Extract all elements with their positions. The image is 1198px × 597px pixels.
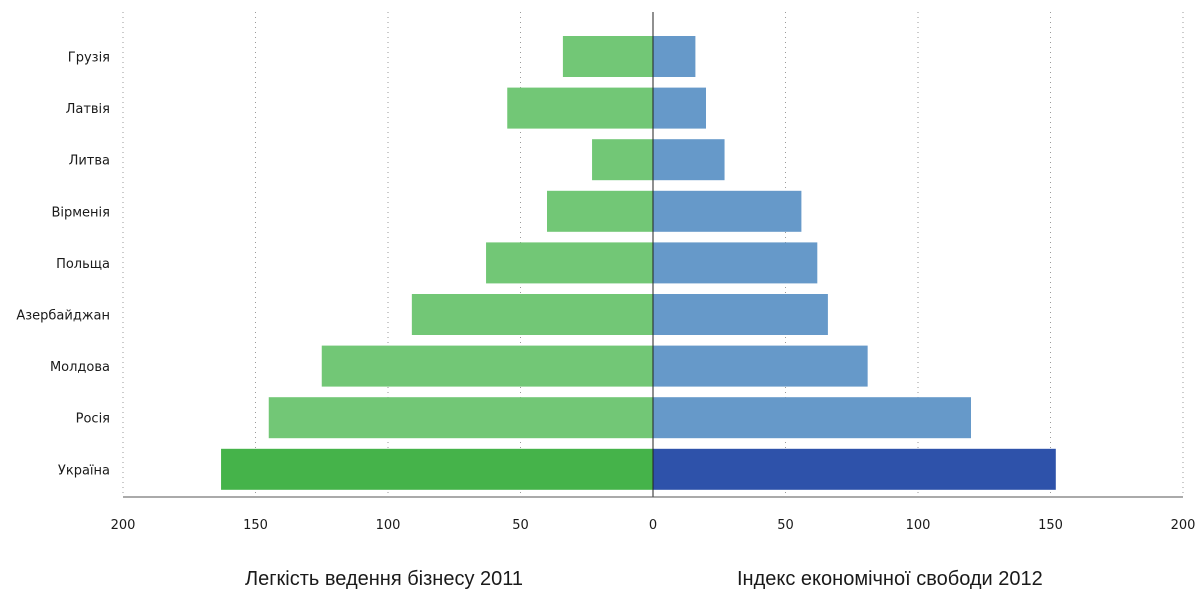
bar-right [653,345,868,387]
bar-left [562,36,653,77]
right-series-label: Індекс економічної свободи 2012 [737,568,1043,590]
category-label: Латвія [66,102,110,117]
x-tick-label: 150 [243,518,268,533]
left-series-label: Легкість ведення бізнесу 2011 [245,568,524,590]
x-tick-label: 50 [512,518,529,533]
category-label: Росія [76,412,110,427]
bar-left [411,294,653,335]
x-tick-label: 200 [1171,518,1196,533]
category-label: Грузія [68,51,110,66]
x-tick-label: 0 [649,518,657,533]
category-label: Литва [69,154,110,169]
bar-right [653,397,971,439]
bar-right [653,294,828,335]
tick-labels: 200 150 100 50 0 50 100 150 200 [111,518,1196,533]
bar-left [547,190,653,232]
bar-right [653,139,725,181]
x-tick-label: 100 [376,518,401,533]
axes [123,12,1183,498]
bar-right [653,242,818,284]
category-label: Вірменія [51,205,110,220]
bar-left [221,448,654,490]
category-label: Молдова [50,360,110,375]
bar-right [653,448,1056,490]
bar-left [486,242,653,284]
x-tick-label: 100 [906,518,931,533]
category-label: Польща [56,257,110,272]
x-tick-label: 150 [1038,518,1063,533]
bar-right [653,36,696,77]
bar-right [653,87,706,129]
bar-left [321,345,653,387]
category-label: Азербайджан [16,309,110,324]
x-tick-label: 200 [111,518,136,533]
bars [221,36,1056,490]
x-tick-label: 50 [777,518,794,533]
bar-left [268,397,653,439]
bar-right [653,190,802,232]
category-labels: Грузія Латвія Литва Вірменія Польща Азербайдж… [16,51,110,479]
bar-left [592,139,653,181]
bar-left [507,87,653,129]
category-label: Україна [58,463,110,478]
